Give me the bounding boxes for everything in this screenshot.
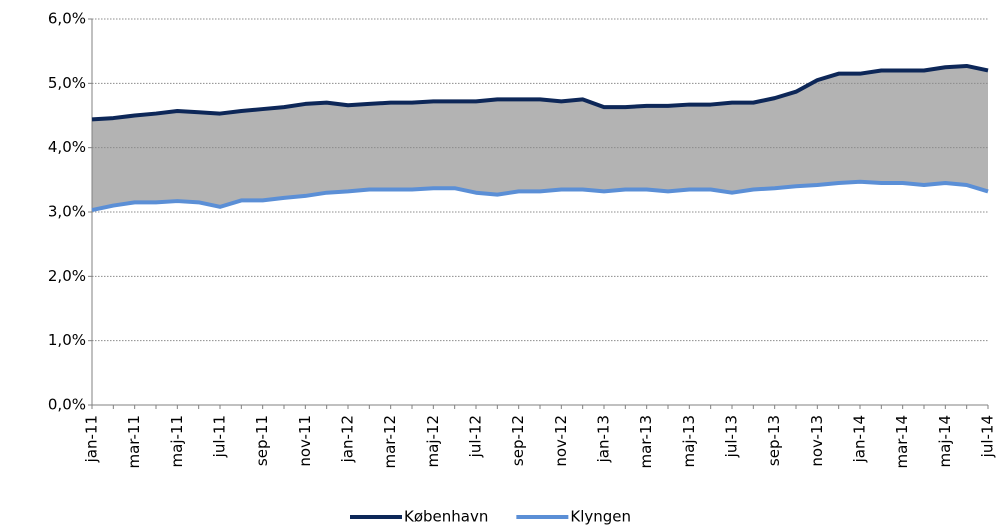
- x-tick-label: maj-14: [936, 415, 954, 467]
- x-tick-label: jul-12: [467, 415, 485, 458]
- x-tick-label: jul-13: [723, 415, 741, 458]
- area-between: [92, 65, 988, 211]
- x-tick-label: mar-11: [125, 415, 143, 469]
- x-tick-label: nov-13: [808, 415, 826, 467]
- line-series: [91, 63, 989, 122]
- y-tick-label: 4,0%: [48, 138, 86, 156]
- y-tick-label: 0,0%: [48, 396, 86, 414]
- x-tick-label: nov-12: [552, 415, 570, 467]
- legend-label: Klyngen: [570, 508, 631, 526]
- x-tick-label: sep-12: [509, 415, 527, 466]
- line-series: [91, 179, 989, 213]
- y-tick-label: 6,0%: [48, 10, 86, 28]
- x-tick-label: mar-14: [893, 415, 911, 469]
- y-tick-label: 2,0%: [48, 267, 86, 285]
- y-tick-label: 5,0%: [48, 74, 86, 92]
- x-tick-label: jul-11: [211, 415, 229, 458]
- x-tick-label: jan-13: [595, 415, 613, 463]
- x-tick-label: mar-12: [381, 415, 399, 469]
- x-tick-label: mar-13: [637, 415, 655, 469]
- x-tick-label: maj-13: [680, 415, 698, 467]
- x-tick-label: nov-11: [296, 415, 314, 467]
- x-tick-label: jan-12: [339, 415, 357, 463]
- x-tick-label: jan-11: [83, 415, 101, 463]
- x-tick-label: jan-14: [851, 415, 869, 463]
- x-tick-label: maj-11: [168, 415, 186, 467]
- x-tick-label: maj-12: [424, 415, 442, 467]
- x-tick-label: jul-14: [979, 415, 997, 458]
- legend-label: København: [404, 508, 488, 526]
- y-tick-label: 3,0%: [48, 203, 86, 221]
- x-tick-label: sep-13: [765, 415, 783, 466]
- x-tick-label: sep-11: [253, 415, 271, 466]
- y-tick-label: 1,0%: [48, 331, 86, 349]
